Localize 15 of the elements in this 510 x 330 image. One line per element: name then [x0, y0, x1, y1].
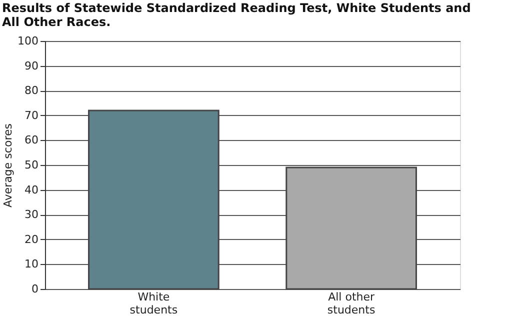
y-tick-label: 10: [24, 258, 38, 271]
y-tick-label: 80: [24, 84, 38, 98]
x-tick-label: White students: [130, 290, 178, 316]
y-tick-label: 30: [24, 208, 38, 222]
y-tick-label: 70: [24, 108, 38, 122]
y-tick-label: 40: [24, 183, 38, 196]
y-tick-label: 100: [18, 34, 38, 48]
y-tick-label: 0: [32, 282, 38, 296]
x-tick-label: All other students: [327, 290, 376, 316]
y-tick-label: 50: [24, 158, 38, 172]
y-tick-label: 90: [24, 59, 38, 72]
y-tick-label: 20: [24, 232, 38, 246]
chart-title: Results of Statewide Standardized Reading Test, White Students and All Other Races.: [2, 1, 471, 29]
y-tick-label: 60: [24, 134, 38, 147]
y-axis-title: Average scores: [2, 123, 15, 208]
